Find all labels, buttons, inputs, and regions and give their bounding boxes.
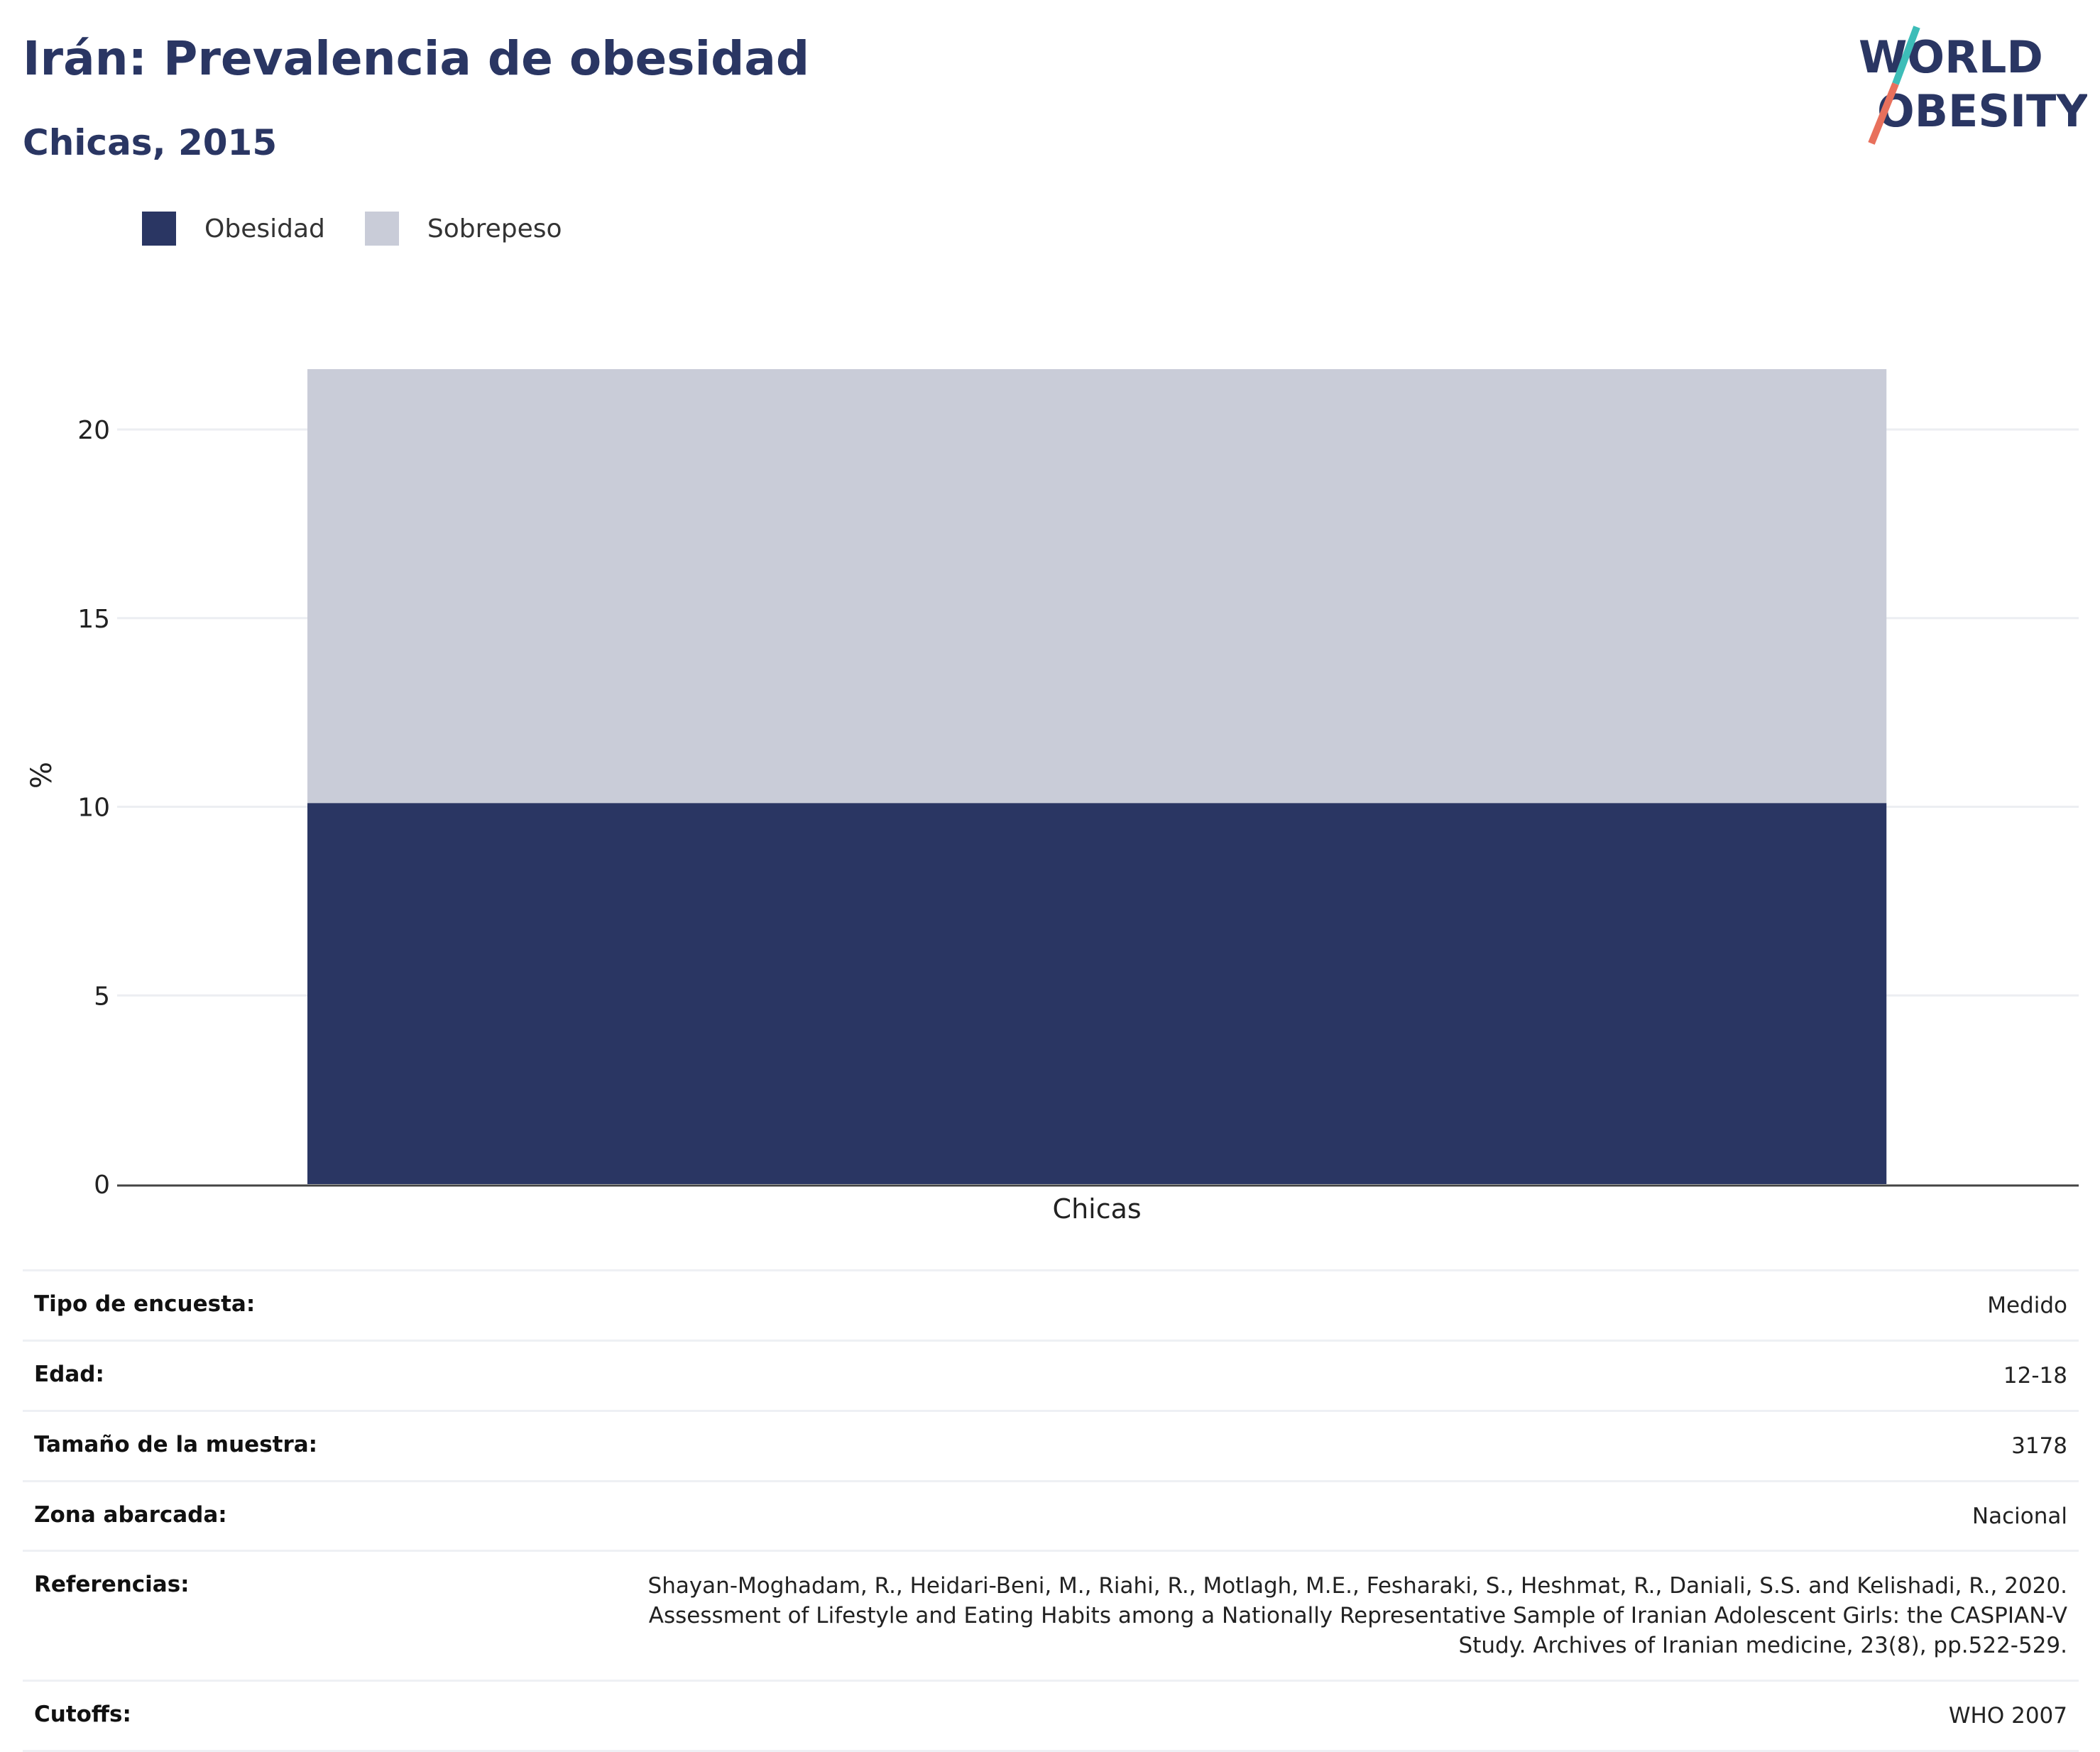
legend-swatch-obesidad: [142, 212, 176, 246]
meta-value: Medido: [1987, 1293, 2067, 1318]
survey-details: Tipo de encuesta: Medido Edad: 12-18 Tamaño …: [23, 1269, 2079, 1752]
meta-row: Tamaño de la muestra: 3178: [23, 1409, 2079, 1480]
meta-value: 3178: [2011, 1433, 2067, 1459]
y-tick-label: 0: [94, 1171, 110, 1200]
meta-value: Nacional: [1972, 1503, 2067, 1529]
logo-text-obesity: OBESITY: [1877, 85, 2087, 137]
meta-key: Edad:: [34, 1361, 104, 1387]
meta-key: Tipo de encuesta:: [34, 1291, 256, 1317]
y-tick-label: 10: [77, 794, 110, 823]
meta-key: Zona abarcada:: [34, 1501, 227, 1528]
bar-chart: 0 5 10 15 20 Chicas%: [26, 369, 2079, 1225]
legend-label-obesidad: Obesidad: [204, 214, 325, 243]
x-tick-label: Chicas: [1053, 1193, 1142, 1225]
y-axis-label: %: [26, 762, 58, 789]
meta-value: WHO 2007: [1948, 1702, 2067, 1729]
chart-legend: Obesidad Sobrepeso: [142, 212, 602, 246]
y-tick-label: 20: [77, 416, 110, 445]
meta-value: Shayan-Moghadam, R., Heidari-Beni, M., R…: [647, 1573, 2067, 1659]
bar-sobrepeso: [307, 369, 1887, 804]
page-title: Irán: Prevalencia de obesidad: [23, 31, 810, 86]
logo-text-world: WORLD: [1859, 31, 2043, 83]
bar-obesidad: [307, 803, 1887, 1184]
legend-label-sobrepeso: Sobrepeso: [427, 214, 562, 243]
legend-item-sobrepeso[interactable]: Sobrepeso: [364, 212, 562, 246]
meta-row: Referencias: Shayan-Moghadam, R., Heidari…: [23, 1550, 2079, 1680]
meta-row: Tipo de encuesta: Medido: [23, 1269, 2079, 1340]
meta-value: 12-18: [2003, 1362, 2067, 1389]
legend-swatch-sobrepeso: [364, 212, 399, 246]
world-obesity-logo: WORLD OBESITY: [1859, 26, 2087, 145]
legend-item-obesidad[interactable]: Obesidad: [142, 212, 325, 246]
meta-key: Tamaño de la muestra:: [34, 1431, 318, 1457]
meta-row: Cutoffs: WHO 2007: [23, 1679, 2079, 1752]
meta-row: Edad: 12-18: [23, 1339, 2079, 1410]
meta-row: Zona abarcada: Nacional: [23, 1479, 2079, 1550]
y-tick-label: 15: [77, 605, 110, 634]
meta-key: Cutoffs:: [34, 1701, 131, 1727]
page-subtitle: Chicas, 2015: [23, 122, 278, 163]
meta-key: Referencias:: [34, 1572, 190, 1598]
y-tick-label: 5: [94, 982, 110, 1011]
